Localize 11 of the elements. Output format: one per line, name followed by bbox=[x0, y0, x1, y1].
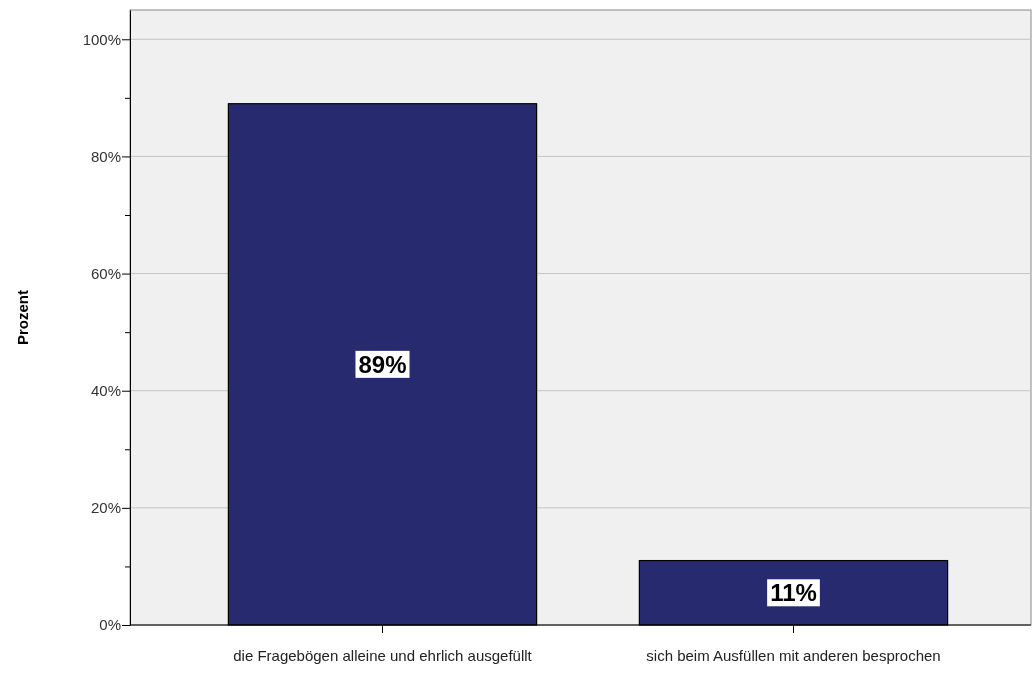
y-tick-label: 0% bbox=[99, 616, 121, 634]
x-tick-label: sich beim Ausfüllen mit anderen besprochen bbox=[646, 647, 941, 664]
x-tick-label: die Fragebögen alleine und ehrlich ausgefüllt bbox=[233, 647, 533, 664]
y-tick-label: 100% bbox=[82, 30, 121, 48]
y-tick-label: 80% bbox=[90, 147, 121, 165]
y-tick-label: 60% bbox=[90, 264, 121, 282]
data-label: 89% bbox=[358, 350, 407, 378]
data-label: 11% bbox=[770, 579, 817, 607]
y-tick-label: 20% bbox=[90, 499, 121, 517]
y-axis-title: Prozent bbox=[14, 289, 31, 346]
y-tick-label: 40% bbox=[90, 382, 121, 400]
